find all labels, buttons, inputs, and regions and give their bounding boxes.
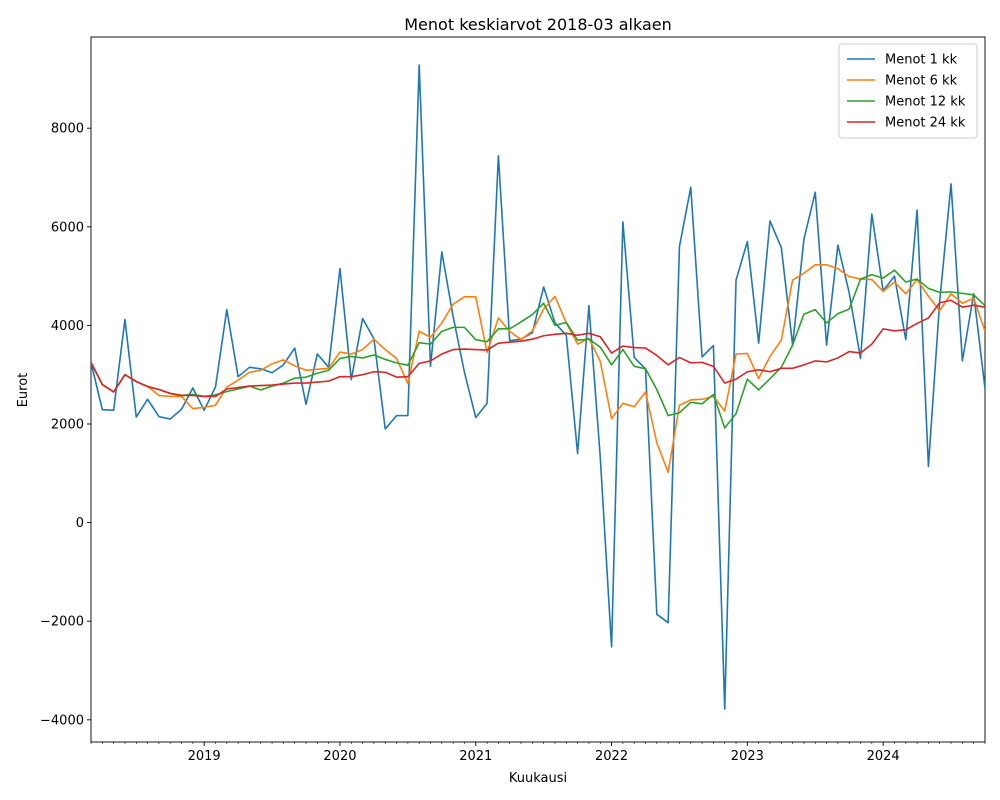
legend-label-3: Menot 12 kk (885, 95, 966, 110)
legend-box (838, 43, 978, 139)
x-tick-label: 2020 (323, 749, 356, 764)
y-tick-label: −4000 (40, 713, 84, 728)
legend-label-1: Menot 1 kk (885, 53, 958, 68)
legend: Menot 1 kk Menot 6 kk Menot 12 kk Menot 24 … (838, 43, 978, 139)
x-tick-label: 2022 (595, 749, 628, 764)
y-tick-label: −2000 (40, 615, 84, 630)
plot-area: −4000 −2000 0 2000 4000 6000 8000 2019 2020 2021 2… (40, 36, 986, 764)
legend-label-2: Menot 6 kk (885, 74, 958, 89)
x-tick-label: 2023 (731, 749, 764, 764)
series-line-3 (91, 269, 985, 429)
axes-frame (90, 36, 986, 743)
y-tick-label: 0 (76, 516, 84, 531)
x-tick-label: 2024 (867, 749, 900, 764)
x-axis-label: Kuukausi (509, 771, 567, 786)
chart-title: Menot keskiarvot 2018-03 alkaen (404, 15, 671, 34)
series-line-4 (91, 299, 985, 398)
y-tick-label: 6000 (51, 220, 84, 235)
x-tick-label: 2019 (188, 749, 221, 764)
y-tick-label: 8000 (51, 122, 84, 137)
x-tick-label: 2021 (459, 749, 492, 764)
y-axis-label: Eurot (16, 373, 31, 408)
legend-label-4: Menot 24 kk (885, 116, 966, 131)
y-tick-label: 2000 (51, 418, 84, 433)
y-tick-label: 4000 (51, 319, 84, 334)
series-line-2 (91, 263, 985, 474)
